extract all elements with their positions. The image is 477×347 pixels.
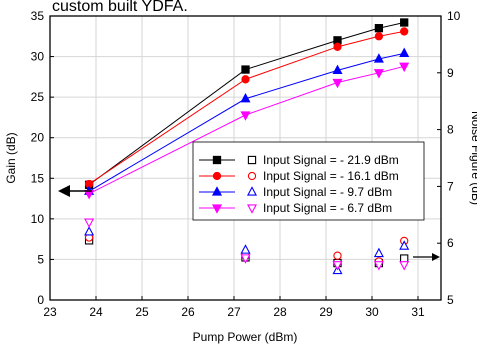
noise-figure-point: [333, 251, 342, 260]
legend-open-marker: [247, 171, 257, 181]
noise-figure-point: [373, 261, 384, 271]
legend-filled-marker: [211, 204, 223, 214]
y-left-tick-label: 35: [31, 9, 45, 23]
left-axis-arrow: [58, 185, 92, 197]
header-text-fragment: custom built YDFA.: [52, 0, 188, 15]
gain-point: [400, 27, 409, 36]
noise-figure-point: [84, 218, 95, 228]
legend-label: Input Signal = - 6.7 dBm: [263, 201, 392, 215]
gain-point: [399, 47, 410, 57]
y-axis-left-label: Gain (dB): [4, 132, 18, 183]
y-left-tick-label: 25: [31, 90, 45, 104]
noise-figure-point: [84, 226, 95, 236]
x-tick-label: 30: [365, 305, 379, 319]
x-tick-label: 31: [411, 305, 425, 319]
gain-point: [240, 92, 251, 103]
gain-point: [241, 75, 250, 84]
gain-point: [332, 78, 343, 89]
x-tick-label: 23: [43, 305, 57, 319]
legend-label: Input Signal = - 9.7 dBm: [263, 185, 392, 199]
legend-label: Input Signal = - 21.9 dBm: [263, 153, 399, 167]
y-right-tick-label: 9: [447, 66, 454, 80]
y-right-tick-label: 6: [447, 236, 454, 250]
x-tick-label: 28: [273, 305, 287, 319]
noise-figure-point: [399, 261, 410, 271]
gain-point: [374, 32, 384, 41]
gain-point: [332, 64, 343, 75]
y-right-tick-label: 7: [447, 179, 454, 193]
x-tick-label: 26: [181, 305, 195, 319]
gain-point: [399, 62, 410, 73]
gain-point: [374, 24, 384, 33]
gain-point: [373, 69, 384, 79]
series-marks: [84, 18, 410, 275]
gain-point: [400, 18, 409, 27]
x-tick-label: 25: [135, 305, 149, 319]
axis-ticks: 23 24 25 26 27 28 29 30 31 0 5 10 15 20 25 30 35 5 6 7 8 9 10: [31, 9, 461, 319]
legend-label: Input Signal = - 16.1 dBm: [263, 169, 399, 183]
legend-open-marker: [246, 186, 258, 196]
gain-point: [240, 111, 251, 121]
x-tick-label: 27: [227, 305, 241, 319]
y-left-tick-label: 5: [37, 252, 44, 266]
legend-filled-marker: [212, 155, 222, 165]
y-right-tick-label: 10: [447, 9, 461, 23]
x-axis-label: Pump Power (dBm): [193, 330, 298, 344]
y-left-tick-label: 15: [31, 171, 45, 185]
noise-figure-point: [240, 244, 251, 254]
legend-box: [192, 141, 425, 221]
gain-point: [333, 42, 342, 51]
noise-figure-point: [240, 254, 251, 264]
gain-point: [241, 65, 250, 74]
y-right-tick-label: 8: [447, 123, 454, 137]
noise-figure-point: [399, 240, 410, 250]
y-left-tick-label: 0: [37, 293, 44, 307]
y-axis-right-label: Noise Figure (dB): [469, 111, 477, 205]
legend: Input Signal = - 21.9 dBm Input Signal = …: [192, 141, 425, 221]
x-tick-label: 24: [89, 305, 103, 319]
right-axis-arrow: [413, 253, 440, 261]
y-left-tick-label: 10: [31, 212, 45, 226]
legend-open-marker: [246, 204, 258, 214]
legend-filled-marker: [211, 186, 223, 196]
gain-point: [373, 53, 384, 63]
plot-frame: [49, 15, 442, 301]
legend-open-marker: [247, 155, 257, 165]
noise-figure-point: [332, 261, 343, 271]
noise-figure-point: [373, 247, 384, 258]
y-right-tick-label: 5: [447, 293, 454, 307]
noise-figure-point: [400, 254, 409, 263]
legend-filled-marker: [212, 171, 222, 181]
y-left-tick-label: 30: [31, 50, 45, 64]
x-tick-label: 29: [319, 305, 333, 319]
y-left-tick-label: 20: [31, 131, 45, 145]
